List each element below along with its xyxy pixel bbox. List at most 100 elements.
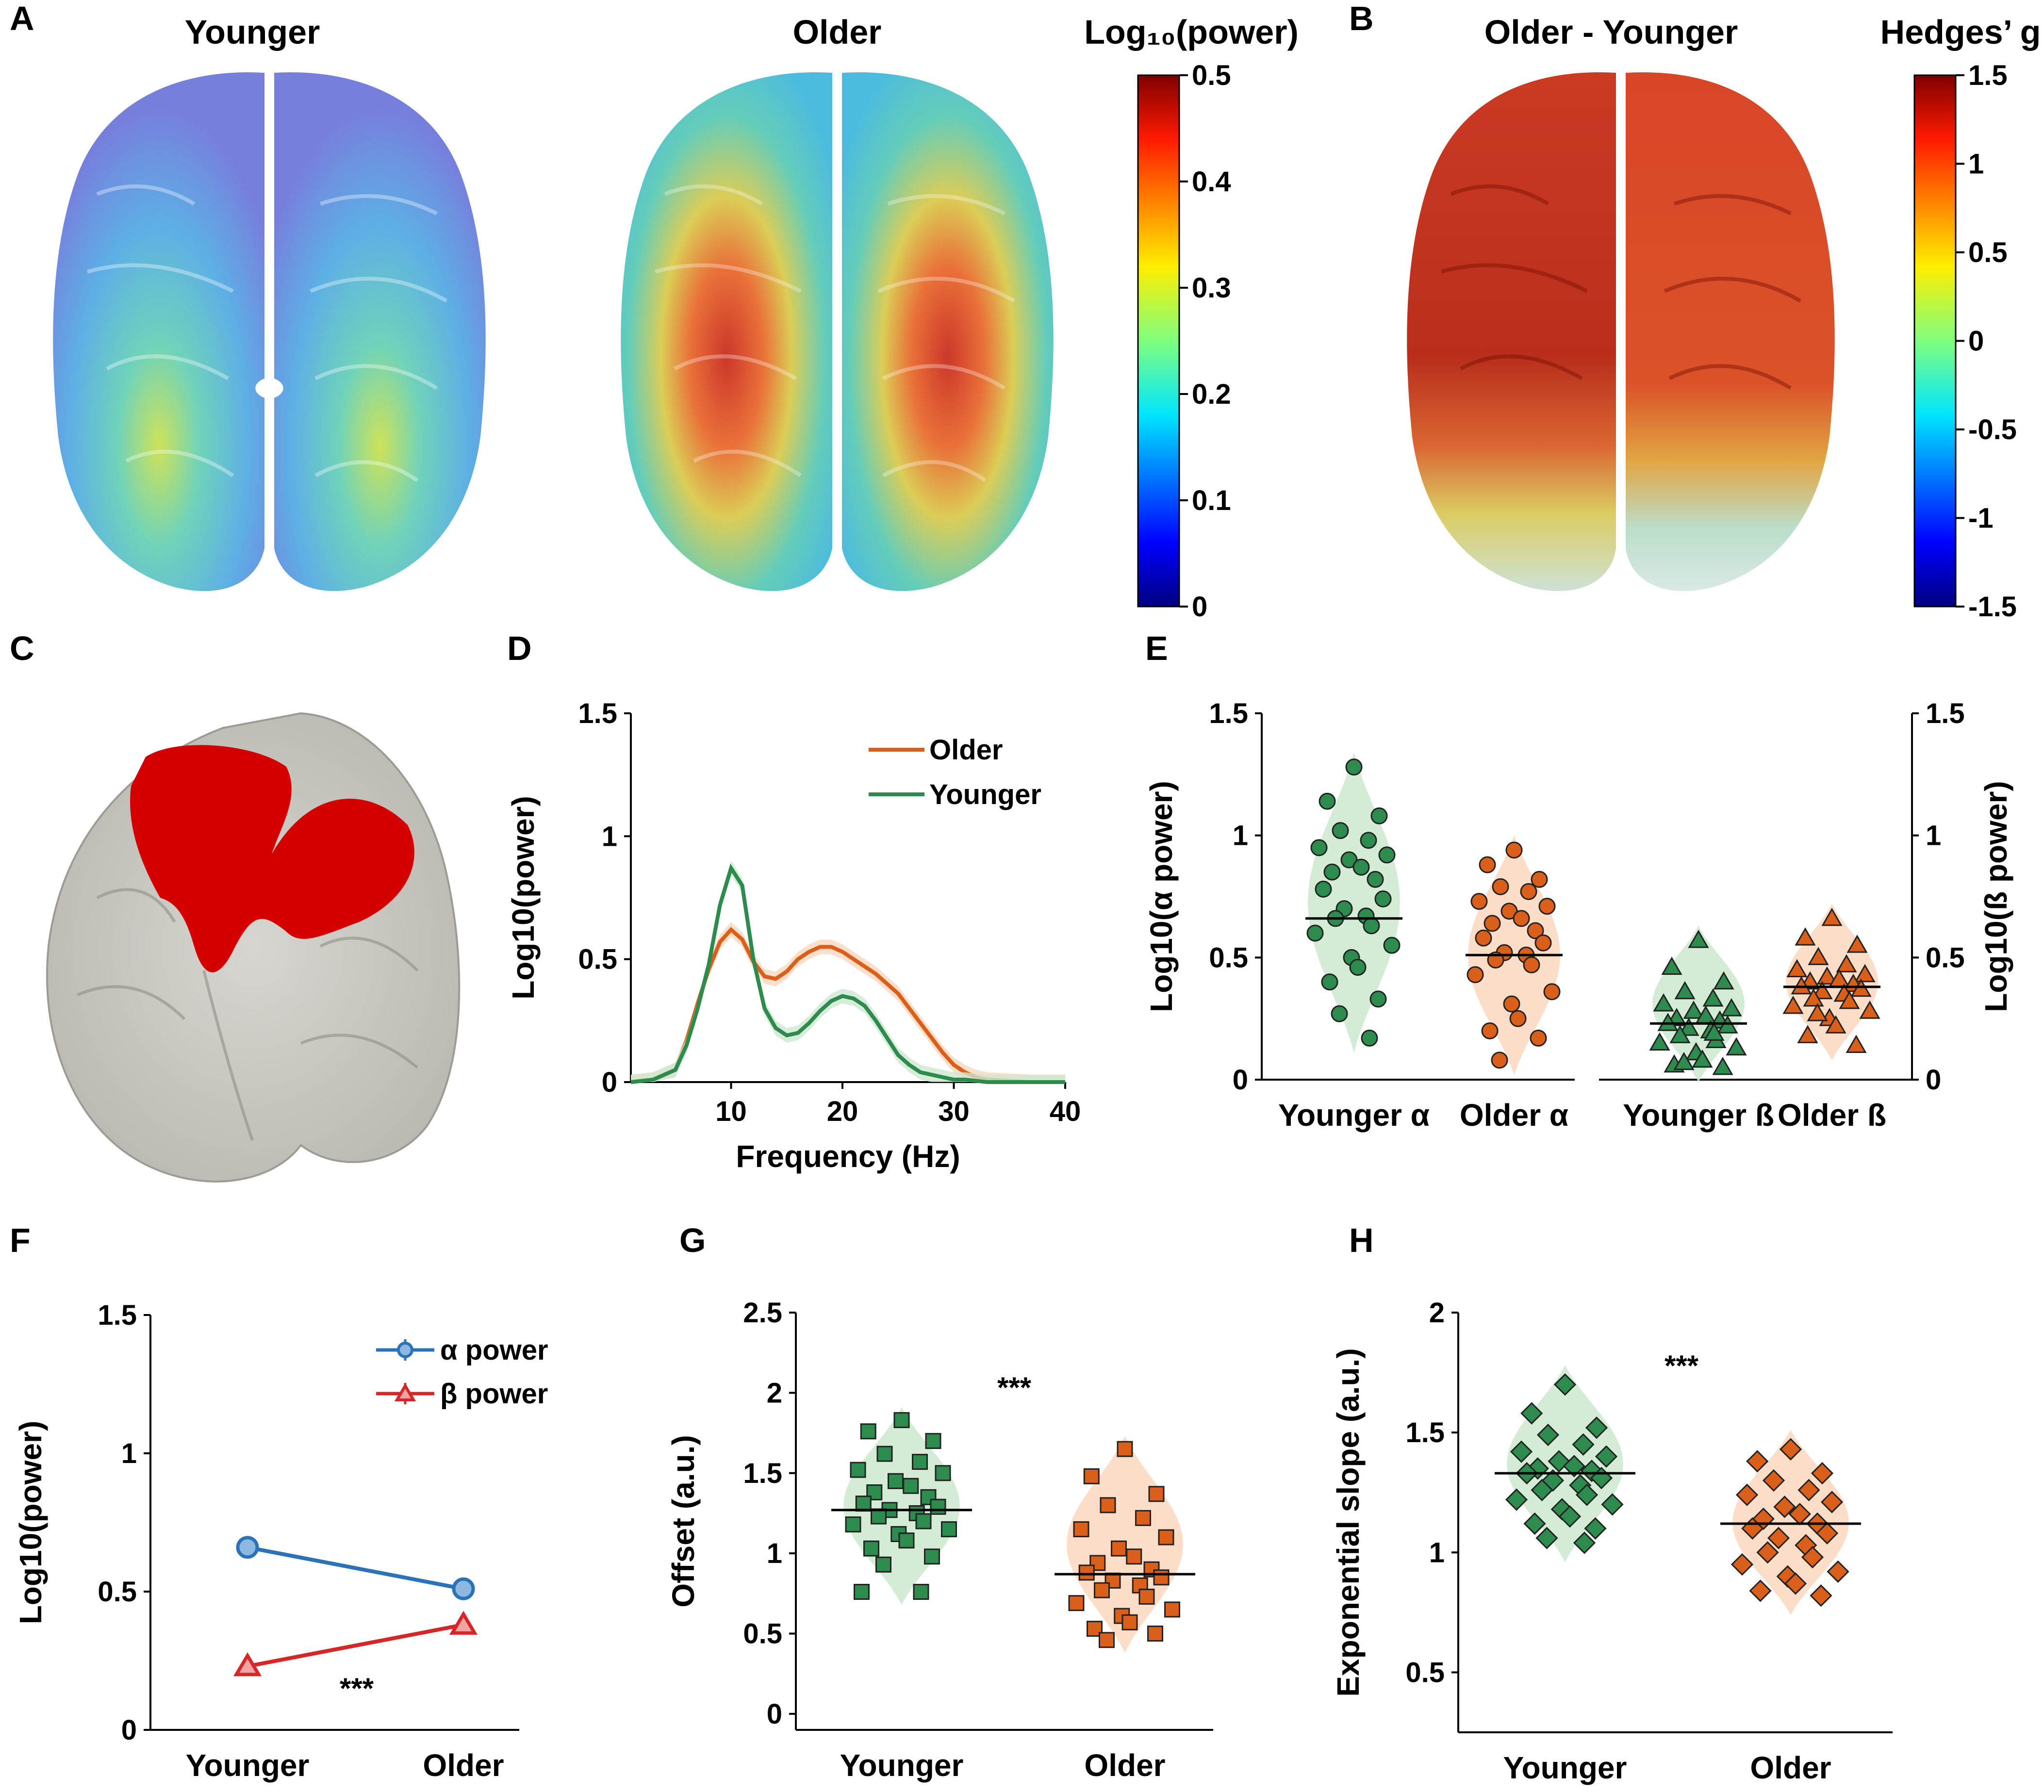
colorbar-tick-label: 0.5 <box>1192 60 1231 91</box>
data-point <box>1099 1632 1115 1648</box>
category-label: Younger <box>840 1748 964 1783</box>
data-point <box>1484 915 1501 932</box>
data-point <box>912 1454 928 1470</box>
panel-label-c: C <box>10 629 34 667</box>
data-point <box>1746 1450 1769 1473</box>
data-point <box>1361 1029 1378 1047</box>
y-tick-label: 2 <box>767 1377 782 1409</box>
data-point <box>1531 871 1548 888</box>
data-point <box>1530 1029 1547 1047</box>
data-point <box>1323 863 1341 881</box>
data-point <box>1345 758 1363 776</box>
data-point <box>1536 1423 1560 1447</box>
data-point <box>1383 937 1401 954</box>
y-tick-label: 0.5 <box>98 1576 137 1608</box>
data-point <box>1558 1505 1582 1528</box>
data-point <box>1164 1601 1180 1618</box>
category-label: Older ß <box>1778 1098 1886 1133</box>
chart-psd: 0 0.5 1 1.5 10 20 30 40 Frequency (Hz) Log10(powe… <box>506 698 1081 1174</box>
data-point <box>1520 1402 1543 1425</box>
data-point <box>913 1584 929 1600</box>
data-point <box>1467 966 1484 984</box>
mean-marker <box>236 1536 259 1559</box>
panel-label-a: A <box>10 0 34 37</box>
category-label: Younger <box>186 1748 310 1783</box>
data-point <box>1836 954 1857 972</box>
data-point <box>1584 1517 1607 1540</box>
category-label: Younger α <box>1278 1098 1430 1133</box>
data-point <box>1801 1546 1824 1569</box>
data-point <box>1147 1626 1163 1642</box>
data-point <box>1470 893 1488 910</box>
legend-label: Younger <box>929 779 1041 810</box>
data-point <box>935 1465 951 1481</box>
y-tick-label: 0 <box>602 1067 617 1098</box>
y-tick-label-right: 1 <box>1926 820 1941 852</box>
data-point <box>1749 1579 1772 1602</box>
category-label: Older <box>423 1748 504 1783</box>
data-point <box>1669 1025 1691 1043</box>
brain-title-difference: Older - Younger <box>1484 13 1738 51</box>
data-point <box>1363 917 1380 935</box>
data-point <box>1815 1522 1839 1545</box>
significance-marker: *** <box>1665 1349 1699 1382</box>
data-point <box>1688 930 1709 948</box>
data-point <box>1306 924 1324 942</box>
data-point <box>1825 1015 1846 1034</box>
data-point <box>1717 1015 1738 1034</box>
mean-marker <box>452 1577 475 1600</box>
y-tick-label: 1.5 <box>743 1458 782 1489</box>
data-point <box>1367 871 1384 888</box>
data-point <box>1572 1433 1595 1456</box>
data-point <box>845 1516 861 1533</box>
y-tick-label: 2 <box>1429 1297 1445 1329</box>
data-point <box>903 1478 919 1494</box>
data-point <box>1534 934 1552 952</box>
data-point <box>1846 935 1868 953</box>
chart-interaction: 0 0.5 1 1.5 Log10(power) Younger Older α power β… <box>13 1299 548 1783</box>
data-point <box>1543 983 1561 1001</box>
colorbar-tick-label: 1 <box>1968 148 1984 180</box>
data-point <box>1850 978 1872 997</box>
x-tick-label: 10 <box>715 1096 747 1127</box>
data-point <box>1762 1469 1785 1492</box>
y-tick-label: 1 <box>121 1438 137 1469</box>
data-point <box>1126 1548 1142 1565</box>
data-point <box>1703 1022 1725 1041</box>
data-point <box>1527 922 1544 939</box>
data-point <box>1135 1510 1151 1526</box>
colorbar-tick-label: 0.1 <box>1192 485 1231 516</box>
chart-peak-power: 0 0 0.5 0.5 1 1 1.5 1.5 Log10(α power) Log10(ß po… <box>1144 698 2013 1133</box>
brain-younger <box>53 72 486 592</box>
y-axis-label-left: Log10(α power) <box>1144 781 1179 1012</box>
data-point <box>1068 1595 1085 1611</box>
data-point <box>1331 1005 1348 1022</box>
data-point <box>1138 1588 1155 1605</box>
y-tick-label: 0.5 <box>743 1618 782 1650</box>
data-point <box>1653 993 1674 1012</box>
data-point <box>1370 807 1388 824</box>
data-point <box>1481 1022 1499 1039</box>
data-point <box>1523 1512 1546 1535</box>
colorbar-tick-label: -1 <box>1968 503 1994 534</box>
data-point <box>1505 1488 1528 1511</box>
data-point <box>860 1423 876 1440</box>
data-point <box>1378 846 1396 864</box>
panel-label-g: G <box>679 1221 706 1259</box>
data-point <box>1820 1491 1844 1513</box>
y-tick-label: 1 <box>1429 1537 1445 1568</box>
data-point <box>1352 858 1370 876</box>
series-line-older <box>630 927 1065 1084</box>
data-point <box>1795 927 1816 946</box>
x-tick-label: 30 <box>938 1096 970 1127</box>
chart-slope: 0.5 1 1.5 2 Exponential slope (a.u.) Younger O… <box>1331 1297 1893 1785</box>
data-point <box>1816 966 1838 985</box>
data-point <box>1713 971 1734 990</box>
data-point <box>1575 1483 1599 1506</box>
data-point <box>1784 1572 1807 1595</box>
data-point <box>1073 1521 1089 1538</box>
data-point <box>941 1521 957 1538</box>
data-point <box>854 1584 870 1600</box>
data-point <box>1535 1527 1558 1549</box>
